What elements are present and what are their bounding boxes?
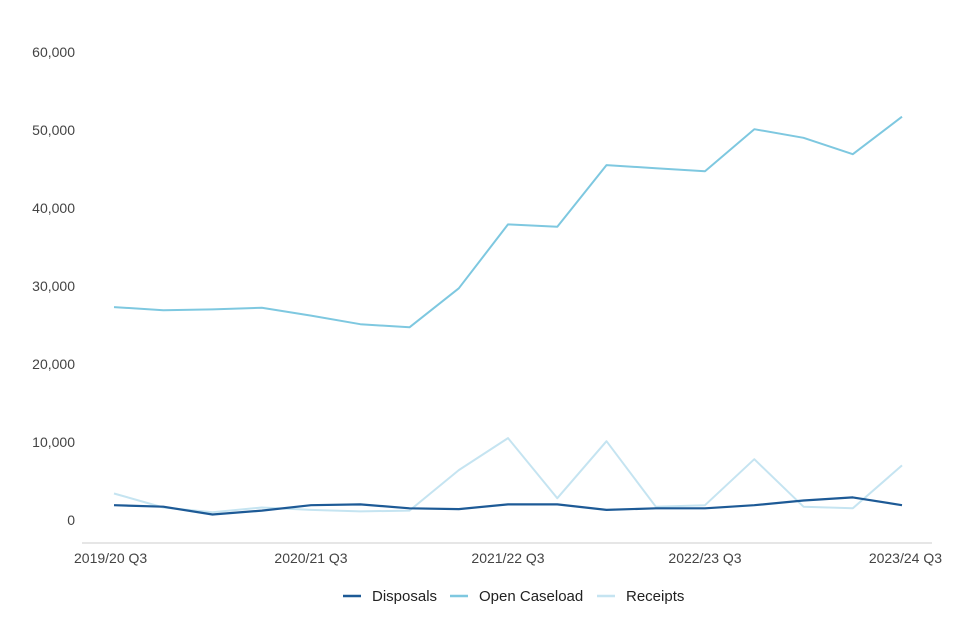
data-point-open-caseload[interactable] [111, 304, 117, 310]
data-point-disposals[interactable] [456, 506, 462, 512]
data-point-open-caseload[interactable] [604, 162, 610, 168]
data-point-disposals[interactable] [160, 504, 166, 510]
x-tick-label: 2019/20 Q3 [74, 550, 147, 566]
data-point-disposals[interactable] [357, 501, 363, 507]
data-point-receipts[interactable] [554, 495, 560, 501]
data-point-receipts[interactable] [456, 467, 462, 473]
y-axis: 0 10,000 20,000 30,000 40,000 50,000 60,000 [32, 44, 75, 528]
data-point-open-caseload[interactable] [751, 126, 757, 132]
data-point-disposals[interactable] [702, 505, 708, 511]
data-point-open-caseload[interactable] [259, 305, 265, 311]
y-tick-label: 30,000 [32, 278, 75, 294]
data-point-disposals[interactable] [554, 501, 560, 507]
series-layer [111, 114, 905, 518]
data-point-open-caseload[interactable] [407, 324, 413, 330]
data-point-disposals[interactable] [111, 502, 117, 508]
data-point-disposals[interactable] [751, 502, 757, 508]
data-point-open-caseload[interactable] [210, 306, 216, 312]
data-point-open-caseload[interactable] [702, 168, 708, 174]
legend-label-receipts: Receipts [626, 588, 684, 605]
series-line-receipts [113, 437, 903, 514]
data-point-open-caseload[interactable] [850, 151, 856, 157]
x-tick-label: 2023/24 Q3 [869, 550, 942, 566]
data-point-disposals[interactable] [653, 505, 659, 511]
data-point-open-caseload[interactable] [308, 313, 314, 319]
data-point-open-caseload[interactable] [357, 321, 363, 327]
y-tick-label: 0 [67, 512, 75, 528]
data-point-disposals[interactable] [604, 507, 610, 513]
data-point-receipts[interactable] [899, 462, 905, 468]
data-point-disposals[interactable] [407, 505, 413, 511]
data-point-open-caseload[interactable] [653, 165, 659, 171]
data-point-disposals[interactable] [505, 501, 511, 507]
data-point-receipts[interactable] [604, 438, 610, 444]
x-axis: 2019/20 Q3 2020/21 Q3 2021/22 Q3 2022/23 Q3… [74, 550, 942, 566]
data-point-receipts[interactable] [751, 456, 757, 462]
data-point-disposals[interactable] [259, 508, 265, 514]
y-tick-label: 50,000 [32, 122, 75, 138]
data-point-open-caseload[interactable] [505, 221, 511, 227]
y-tick-label: 40,000 [32, 200, 75, 216]
legend-item-open-caseload[interactable]: Open Caseload [450, 588, 583, 605]
data-point-receipts[interactable] [111, 490, 117, 496]
legend-label-disposals: Disposals [372, 588, 437, 605]
legend-item-receipts[interactable]: Receipts [597, 588, 684, 605]
y-tick-label: 60,000 [32, 44, 75, 60]
data-point-open-caseload[interactable] [554, 224, 560, 230]
data-point-disposals[interactable] [210, 512, 216, 518]
x-tick-label: 2021/22 Q3 [471, 550, 544, 566]
data-point-disposals[interactable] [801, 498, 807, 504]
legend: Disposals Open Caseload Receipts [343, 588, 684, 605]
data-point-receipts[interactable] [850, 505, 856, 511]
data-point-receipts[interactable] [505, 435, 511, 441]
series-line-open-caseload [113, 115, 903, 329]
legend-item-disposals[interactable]: Disposals [343, 588, 437, 605]
y-tick-label: 20,000 [32, 356, 75, 372]
y-tick-label: 10,000 [32, 434, 75, 450]
legend-label-open-caseload: Open Caseload [479, 588, 583, 605]
data-point-disposals[interactable] [850, 494, 856, 500]
data-point-receipts[interactable] [357, 508, 363, 514]
series-line-disposals [113, 496, 903, 516]
data-point-receipts[interactable] [801, 504, 807, 510]
data-point-open-caseload[interactable] [456, 285, 462, 291]
data-point-open-caseload[interactable] [160, 307, 166, 313]
x-tick-label: 2022/23 Q3 [668, 550, 741, 566]
data-point-disposals[interactable] [308, 502, 314, 508]
x-tick-label: 2020/21 Q3 [274, 550, 347, 566]
data-point-open-caseload[interactable] [801, 135, 807, 141]
data-point-open-caseload[interactable] [899, 114, 905, 120]
data-point-disposals[interactable] [899, 502, 905, 508]
